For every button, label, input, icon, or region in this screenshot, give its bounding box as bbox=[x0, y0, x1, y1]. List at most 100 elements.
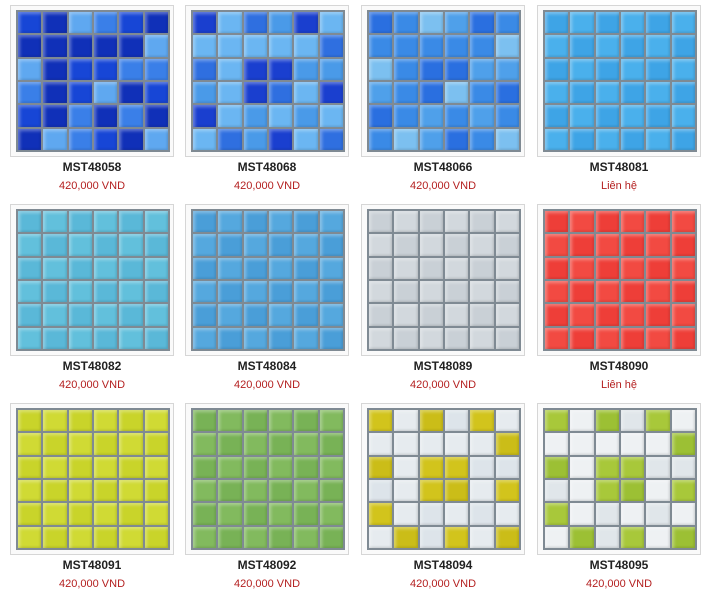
mosaic-tile bbox=[18, 410, 42, 432]
mosaic-tile bbox=[43, 82, 67, 104]
mosaic-tile bbox=[243, 480, 267, 502]
product-image[interactable] bbox=[537, 403, 701, 555]
mosaic-tile bbox=[671, 257, 695, 279]
mosaic-tile bbox=[243, 211, 267, 233]
mosaic-tile bbox=[445, 128, 469, 150]
product-image[interactable] bbox=[537, 204, 701, 356]
mosaic-tile bbox=[595, 410, 619, 432]
mosaic-tile bbox=[119, 257, 143, 279]
mosaic-tile bbox=[218, 82, 242, 104]
mosaic-tile bbox=[294, 526, 318, 548]
mosaic-tile bbox=[369, 304, 393, 326]
mosaic-tile bbox=[243, 35, 267, 57]
mosaic-tile bbox=[394, 12, 418, 34]
mosaic-tile bbox=[119, 105, 143, 127]
mosaic-tile bbox=[470, 82, 494, 104]
mosaic-tile bbox=[18, 503, 42, 525]
mosaic-tile bbox=[470, 410, 494, 432]
mosaic-tile bbox=[495, 58, 519, 80]
mosaic-tile bbox=[193, 35, 217, 57]
product-code[interactable]: MST48084 bbox=[237, 359, 297, 373]
mosaic-tile bbox=[445, 327, 469, 349]
product-price: 420,000 VND bbox=[58, 180, 126, 192]
mosaic-tile bbox=[419, 433, 443, 455]
mosaic-tile bbox=[470, 58, 494, 80]
product-image[interactable] bbox=[361, 5, 525, 157]
mosaic-tile bbox=[18, 211, 42, 233]
tile-mosaic bbox=[191, 408, 345, 550]
product-code[interactable]: MST48068 bbox=[237, 160, 297, 174]
mosaic-tile bbox=[495, 105, 519, 127]
product-image[interactable] bbox=[185, 403, 349, 555]
mosaic-tile bbox=[621, 35, 645, 57]
product-code[interactable]: MST48091 bbox=[62, 558, 122, 572]
mosaic-tile bbox=[646, 234, 670, 256]
mosaic-tile bbox=[94, 433, 118, 455]
mosaic-tile bbox=[621, 58, 645, 80]
mosaic-tile bbox=[269, 304, 293, 326]
product-image[interactable] bbox=[10, 204, 174, 356]
mosaic-tile bbox=[570, 211, 594, 233]
mosaic-tile bbox=[144, 503, 168, 525]
mosaic-tile bbox=[319, 503, 343, 525]
mosaic-tile bbox=[570, 480, 594, 502]
mosaic-tile bbox=[68, 234, 92, 256]
product-code[interactable]: MST48090 bbox=[589, 359, 649, 373]
product-image[interactable] bbox=[537, 5, 701, 157]
product-image[interactable] bbox=[185, 5, 349, 157]
mosaic-tile bbox=[595, 503, 619, 525]
mosaic-tile bbox=[419, 304, 443, 326]
mosaic-tile bbox=[445, 35, 469, 57]
product-code[interactable]: MST48066 bbox=[413, 160, 473, 174]
mosaic-tile bbox=[445, 82, 469, 104]
product-code[interactable]: MST48058 bbox=[62, 160, 122, 174]
mosaic-tile bbox=[144, 128, 168, 150]
mosaic-tile bbox=[43, 281, 67, 303]
mosaic-tile bbox=[369, 456, 393, 478]
mosaic-tile bbox=[294, 35, 318, 57]
mosaic-tile bbox=[570, 128, 594, 150]
mosaic-tile bbox=[193, 304, 217, 326]
product-code[interactable]: MST48089 bbox=[413, 359, 473, 373]
mosaic-tile bbox=[394, 410, 418, 432]
mosaic-tile bbox=[94, 128, 118, 150]
product-code[interactable]: MST48094 bbox=[413, 558, 473, 572]
product-code[interactable]: MST48092 bbox=[237, 558, 297, 572]
mosaic-tile bbox=[119, 234, 143, 256]
product-image[interactable] bbox=[185, 204, 349, 356]
product-image[interactable] bbox=[361, 403, 525, 555]
mosaic-tile bbox=[294, 410, 318, 432]
mosaic-tile bbox=[545, 480, 569, 502]
mosaic-tile bbox=[94, 234, 118, 256]
mosaic-tile bbox=[470, 105, 494, 127]
product-image[interactable] bbox=[10, 5, 174, 157]
mosaic-tile bbox=[646, 211, 670, 233]
product-image[interactable] bbox=[361, 204, 525, 356]
mosaic-tile bbox=[445, 480, 469, 502]
mosaic-tile bbox=[68, 281, 92, 303]
mosaic-tile bbox=[68, 82, 92, 104]
product-code[interactable]: MST48082 bbox=[62, 359, 122, 373]
mosaic-tile bbox=[570, 304, 594, 326]
mosaic-tile bbox=[621, 456, 645, 478]
product-code[interactable]: MST48081 bbox=[589, 160, 649, 174]
mosaic-tile bbox=[319, 433, 343, 455]
mosaic-tile bbox=[144, 480, 168, 502]
mosaic-tile bbox=[269, 526, 293, 548]
mosaic-tile bbox=[646, 456, 670, 478]
mosaic-tile bbox=[294, 503, 318, 525]
mosaic-tile bbox=[419, 503, 443, 525]
mosaic-tile bbox=[218, 526, 242, 548]
mosaic-tile bbox=[545, 433, 569, 455]
mosaic-tile bbox=[269, 211, 293, 233]
mosaic-tile bbox=[144, 82, 168, 104]
mosaic-tile bbox=[545, 526, 569, 548]
mosaic-tile bbox=[671, 35, 695, 57]
mosaic-tile bbox=[68, 12, 92, 34]
product-code[interactable]: MST48095 bbox=[589, 558, 649, 572]
mosaic-tile bbox=[671, 82, 695, 104]
mosaic-tile bbox=[144, 526, 168, 548]
mosaic-tile bbox=[319, 105, 343, 127]
product-image[interactable] bbox=[10, 403, 174, 555]
mosaic-tile bbox=[144, 58, 168, 80]
